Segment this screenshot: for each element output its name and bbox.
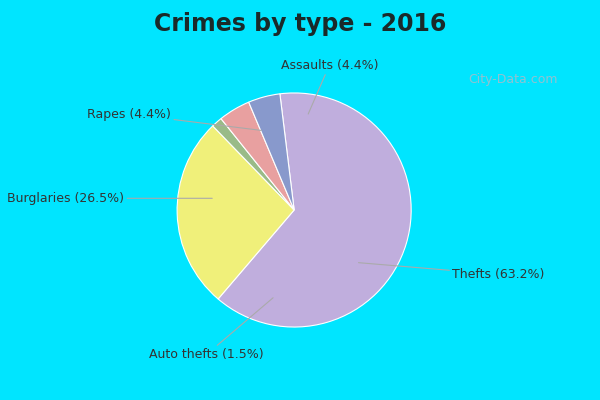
Text: Burglaries (26.5%): Burglaries (26.5%): [7, 192, 212, 205]
Text: Assaults (4.4%): Assaults (4.4%): [281, 59, 378, 114]
Text: City-Data.com: City-Data.com: [468, 74, 557, 86]
Wedge shape: [218, 93, 411, 327]
Wedge shape: [213, 119, 294, 210]
Wedge shape: [249, 94, 294, 210]
Text: Auto thefts (1.5%): Auto thefts (1.5%): [149, 298, 273, 361]
Wedge shape: [177, 126, 294, 299]
Text: Thefts (63.2%): Thefts (63.2%): [359, 263, 545, 281]
Text: Crimes by type - 2016: Crimes by type - 2016: [154, 12, 446, 36]
Wedge shape: [221, 102, 294, 210]
Text: Rapes (4.4%): Rapes (4.4%): [88, 108, 262, 130]
